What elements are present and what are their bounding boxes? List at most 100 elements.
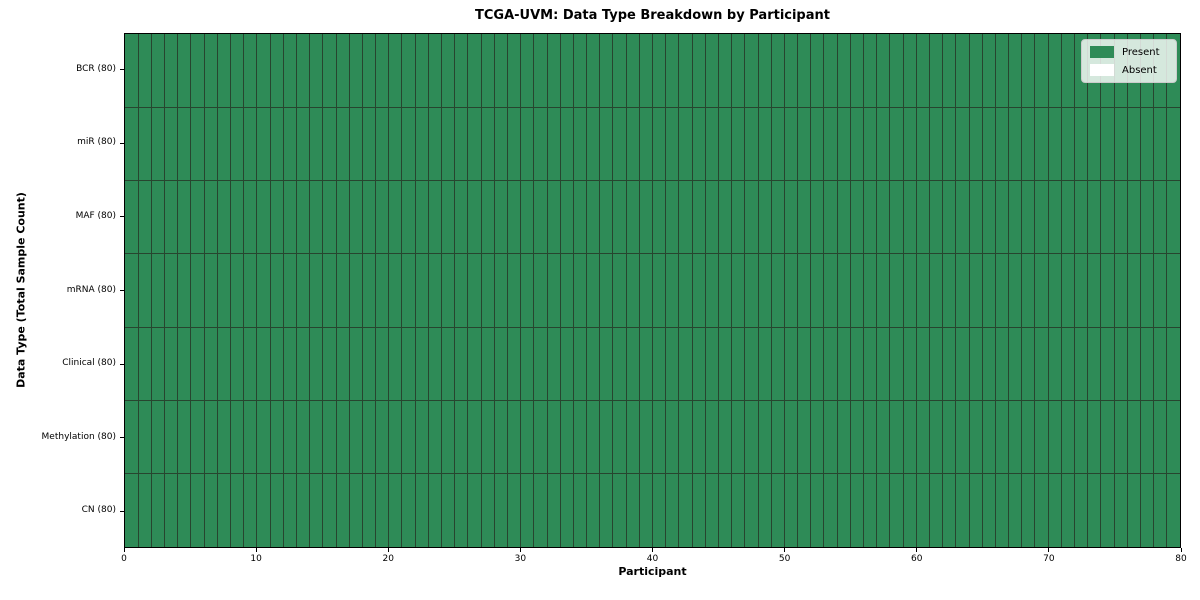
y-tick-label: mRNA (80) (66, 284, 116, 295)
column-gridline (612, 34, 614, 547)
column-gridline (348, 34, 350, 547)
column-gridline (586, 34, 588, 547)
column-gridline (678, 34, 680, 547)
column-gridline (388, 34, 390, 547)
column-gridline (1087, 34, 1089, 547)
column-gridline (203, 34, 205, 547)
x-tick-mark (652, 548, 653, 552)
column-gridline (691, 34, 693, 547)
y-tick-mark (120, 290, 124, 291)
x-tick-mark (784, 548, 786, 552)
row-gridline (125, 180, 1180, 182)
column-gridline (665, 34, 667, 547)
legend-swatch-present-icon (1090, 46, 1114, 58)
x-tick-mark (519, 548, 521, 552)
row-gridline (125, 253, 1180, 255)
x-tick-label: 10 (250, 554, 262, 564)
x-tick-mark (1048, 548, 1050, 552)
column-gridline (1060, 34, 1062, 547)
legend-item-absent: Absent (1090, 64, 1168, 76)
column-gridline (309, 34, 311, 547)
x-tick-label: 20 (382, 554, 394, 564)
x-tick-label: 70 (1043, 554, 1055, 564)
column-gridline (1021, 34, 1023, 547)
column-gridline (797, 34, 799, 547)
y-tick-mark (120, 216, 124, 218)
column-gridline (1074, 34, 1075, 547)
y-tick-label: BCR (80) (76, 63, 116, 74)
x-tick-mark (387, 548, 389, 552)
row-gridline (125, 106, 1180, 108)
column-gridline (480, 34, 482, 547)
legend: Present Absent (1081, 39, 1177, 83)
column-gridline (572, 34, 574, 547)
column-gridline (1153, 34, 1155, 547)
legend-label-present: Present (1122, 46, 1160, 58)
x-axis-label: Participant (618, 565, 687, 578)
column-gridline (1113, 34, 1115, 547)
column-gridline (704, 34, 706, 547)
column-gridline (1034, 34, 1036, 547)
column-gridline (533, 34, 535, 547)
column-gridline (1166, 34, 1168, 547)
column-gridline (928, 34, 930, 547)
column-gridline (1047, 34, 1049, 547)
legend-swatch-absent-icon (1090, 64, 1114, 76)
column-gridline (876, 34, 878, 547)
column-gridline (559, 34, 561, 547)
x-tick-label: 0 (121, 554, 127, 564)
column-gridline (493, 34, 495, 547)
legend-item-present: Present (1090, 46, 1168, 58)
chart-title: TCGA-UVM: Data Type Breakdown by Partici… (475, 8, 830, 23)
column-gridline (322, 34, 324, 547)
column-gridline (836, 34, 838, 547)
column-gridline (414, 34, 416, 547)
x-tick-label: 30 (514, 554, 527, 564)
column-gridline (230, 34, 231, 547)
x-tick-mark (916, 548, 918, 552)
x-tick-label: 80 (1175, 554, 1187, 564)
y-tick-mark (120, 69, 124, 71)
y-tick-mark (120, 437, 124, 439)
column-gridline (441, 34, 442, 547)
column-gridline (1126, 34, 1128, 547)
column-gridline (981, 34, 983, 547)
column-gridline (1139, 34, 1141, 547)
column-gridline (190, 34, 192, 547)
x-tick-mark (255, 548, 257, 552)
column-gridline (770, 34, 772, 547)
column-gridline (744, 34, 746, 547)
y-tick-label: miR (80) (77, 137, 116, 148)
column-gridline (1100, 34, 1102, 547)
column-gridline (282, 34, 284, 547)
column-gridline (454, 34, 456, 547)
column-gridline (955, 34, 957, 547)
y-tick-mark (120, 363, 124, 365)
legend-label-absent: Absent (1122, 64, 1157, 76)
column-gridline (902, 34, 904, 547)
row-gridline (125, 326, 1180, 328)
column-gridline (994, 34, 996, 547)
column-gridline (731, 34, 733, 547)
column-gridline (942, 34, 944, 547)
column-gridline (335, 34, 337, 547)
column-gridline (757, 34, 759, 547)
column-gridline (467, 34, 469, 547)
column-gridline (823, 34, 825, 547)
column-gridline (599, 34, 601, 547)
column-gridline (652, 34, 653, 547)
column-gridline (863, 34, 864, 547)
column-gridline (137, 34, 139, 547)
column-gridline (269, 34, 271, 547)
y-tick-label: MAF (80) (75, 210, 116, 221)
column-gridline (401, 34, 403, 547)
plot-area (124, 33, 1181, 548)
row-gridline (125, 473, 1180, 475)
column-gridline (506, 34, 508, 547)
y-tick-label: Clinical (80) (62, 358, 116, 369)
column-gridline (256, 34, 258, 547)
column-gridline (361, 34, 363, 547)
column-gridline (968, 34, 970, 547)
x-tick-label: 50 (778, 554, 791, 564)
